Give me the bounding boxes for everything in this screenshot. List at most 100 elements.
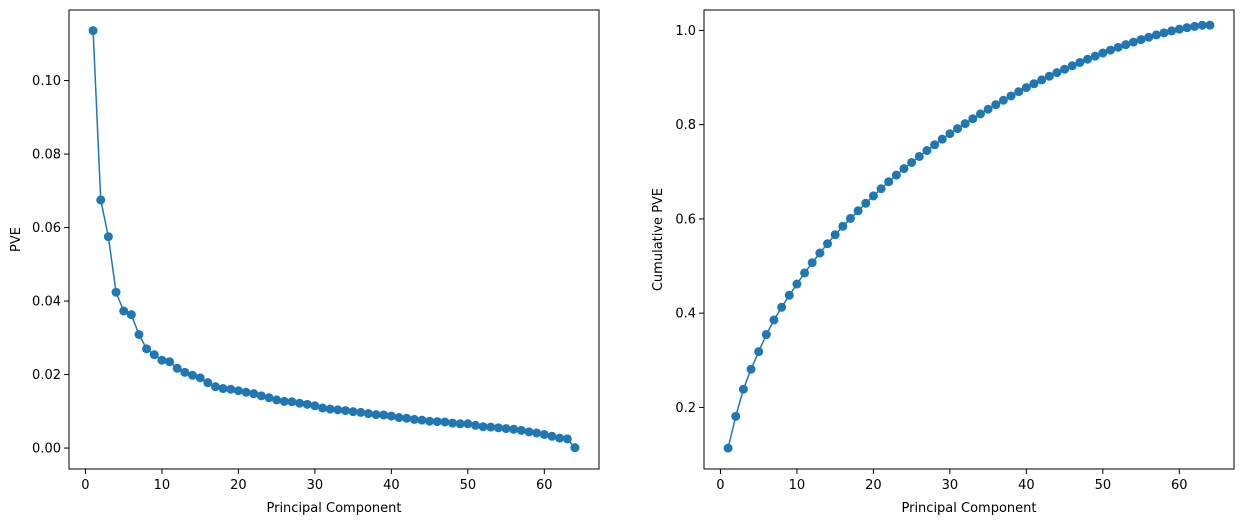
pve-data-point — [539, 429, 549, 439]
cumulative-pve-data-point — [1174, 24, 1184, 34]
pve-data-point — [333, 405, 343, 415]
cumulative-pve-data-point — [1182, 23, 1192, 33]
cumulative-pve-x-tick-label: 50 — [1095, 478, 1112, 493]
pve-data-point — [394, 413, 404, 423]
cumulative-pve-data-point — [1060, 64, 1070, 74]
cumulative-pve-data-point — [784, 290, 794, 300]
pve-data-point — [142, 344, 152, 354]
cumulative-pve-data-point — [975, 109, 985, 119]
cumulative-pve-data-point — [1052, 68, 1062, 78]
cumulative-pve-data-point — [738, 384, 748, 394]
cumulative-pve-data-point — [1197, 20, 1207, 30]
pve-data-point — [295, 398, 305, 408]
cumulative-pve-data-point — [800, 268, 810, 278]
cumulative-pve-data-point — [853, 206, 863, 216]
cumulative-pve-data-point — [845, 213, 855, 223]
pve-data-point — [318, 403, 328, 413]
pve-data-point — [478, 422, 488, 432]
pve-data-point — [111, 287, 121, 297]
cumulative-pve-data-point — [1136, 35, 1146, 45]
cumulative-pve-data-point — [884, 177, 894, 187]
pve-data-point — [149, 350, 159, 360]
pve-y-tick-label: 0.06 — [32, 221, 61, 236]
pve-data-point — [195, 373, 205, 383]
cumulative-pve-data-point — [746, 364, 756, 374]
pve-data-point — [249, 389, 259, 399]
cumulative-pve-y-axis-label: Cumulative PVE — [651, 188, 666, 291]
pve-data-point — [547, 431, 557, 441]
pve-data-point — [440, 417, 450, 427]
pve-data-point — [180, 367, 190, 377]
pve-data-point — [188, 370, 198, 380]
cumulative-pve-data-point — [1128, 37, 1138, 47]
cumulative-pve-data-point — [983, 104, 993, 114]
cumulative-pve-data-point — [838, 221, 848, 231]
cumulative-pve-data-point — [876, 184, 886, 194]
pve-chart: 0 10 20 30 40 50 60 0.00 0.02 0.04 0.06 0.08 0.10 P… — [9, 9, 600, 516]
pve-x-axis-label: Principal Component — [266, 501, 401, 516]
cumulative-pve-y-tick-label: 0.4 — [675, 307, 696, 322]
cumulative-pve-data-point — [1021, 83, 1031, 93]
cumulative-pve-data-point — [1205, 20, 1215, 30]
cumulative-pve-data-point — [1090, 51, 1100, 61]
pve-data-point — [302, 399, 312, 409]
pve-data-point — [325, 404, 335, 414]
pve-data-point — [455, 419, 465, 429]
pve-data-point — [425, 416, 435, 426]
pve-y-tick-label: 0.02 — [32, 368, 61, 383]
pve-data-point — [203, 378, 213, 388]
cumulative-pve-data-point — [1044, 71, 1054, 81]
pve-x-tick-label: 30 — [307, 478, 324, 493]
cumulative-pve-x-ticks: 0 10 20 30 40 50 60 — [716, 469, 1188, 493]
cumulative-pve-x-tick-label: 0 — [716, 478, 724, 493]
cumulative-pve-data-point — [777, 302, 787, 312]
pve-data-point — [88, 26, 98, 36]
pve-data-point — [210, 382, 220, 392]
cumulative-pve-data-point — [1151, 30, 1161, 40]
pve-data-point — [562, 434, 572, 444]
cumulative-pve-data-point — [1075, 57, 1085, 67]
pve-series — [88, 26, 580, 453]
cumulative-pve-data-point — [945, 129, 955, 139]
cumulative-pve-data-point — [1006, 91, 1016, 101]
pve-x-tick-label: 50 — [460, 478, 477, 493]
cumulative-pve-plot-frame — [703, 9, 1235, 470]
pve-data-point — [340, 406, 350, 416]
pve-data-point — [126, 310, 136, 320]
cumulative-pve-data-point — [1121, 40, 1131, 50]
pve-data-point — [417, 415, 427, 425]
pve-x-tick-label: 40 — [383, 478, 400, 493]
pve-data-point — [463, 419, 473, 429]
pve-data-point — [134, 329, 144, 339]
pve-x-tick-label: 60 — [536, 478, 553, 493]
pve-data-point — [241, 387, 251, 397]
cumulative-pve-data-point — [830, 230, 840, 240]
pve-data-point — [509, 424, 519, 434]
cumulative-pve-data-point — [1167, 26, 1177, 36]
pve-data-point — [103, 232, 113, 242]
pve-data-point — [272, 395, 282, 405]
cumulative-pve-x-tick-label: 20 — [865, 478, 882, 493]
cumulative-pve-data-point — [792, 279, 802, 289]
pve-x-tick-label: 10 — [154, 478, 171, 493]
pve-x-tick-label: 0 — [81, 478, 89, 493]
pve-data-point — [287, 397, 297, 407]
cumulative-pve-y-tick-label: 1.0 — [675, 24, 696, 39]
cumulative-pve-data-point — [769, 315, 779, 325]
cumulative-pve-y-tick-label: 0.8 — [675, 118, 696, 133]
cumulative-pve-data-point — [968, 114, 978, 124]
cumulative-pve-data-point — [1190, 21, 1200, 31]
cumulative-pve-data-point — [868, 191, 878, 201]
cumulative-pve-data-point — [1144, 32, 1154, 42]
pve-data-point — [279, 396, 289, 406]
pve-y-tick-label: 0.00 — [32, 442, 61, 457]
pve-data-point — [409, 414, 419, 424]
pve-data-point — [348, 407, 358, 417]
pve-data-point — [233, 386, 243, 396]
pve-y-tick-label: 0.10 — [32, 74, 61, 89]
cumulative-pve-series — [723, 20, 1215, 453]
cumulative-pve-data-point — [937, 134, 947, 144]
cumulative-pve-chart: 0 10 20 30 40 50 60 0.2 0.4 0.6 0.8 1.0 Principal … — [651, 9, 1235, 516]
